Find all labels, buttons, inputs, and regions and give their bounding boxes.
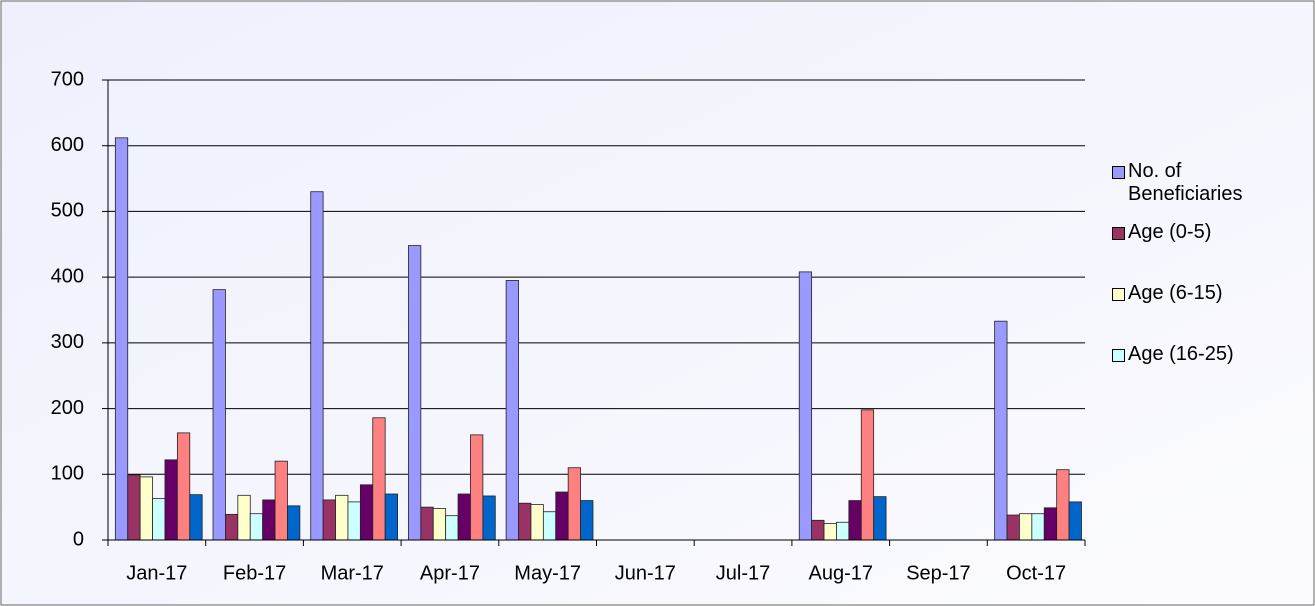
legend-label: Age (6-15) <box>1128 282 1223 305</box>
x-tick-label: Mar-17 <box>321 562 384 584</box>
legend-swatch <box>1112 166 1125 179</box>
bar <box>1057 470 1069 540</box>
bar <box>225 514 237 540</box>
bar <box>556 492 568 540</box>
bar <box>408 246 420 540</box>
legend-label: Age (0-5) <box>1128 221 1211 244</box>
bar <box>1044 508 1056 540</box>
bar <box>1019 514 1031 540</box>
bar <box>275 461 287 540</box>
bar <box>519 503 531 540</box>
bar <box>433 508 445 540</box>
bar <box>470 435 482 540</box>
bar <box>1069 502 1081 540</box>
y-tick-label: 500 <box>51 200 84 222</box>
x-tick-label: Jun-17 <box>615 562 676 584</box>
bar <box>458 494 470 540</box>
legend-swatch <box>1112 227 1125 240</box>
legend-item: No. of Beneficiaries <box>1112 160 1292 221</box>
bar <box>153 499 165 540</box>
bar <box>165 460 177 540</box>
bar <box>360 485 372 540</box>
legend-label: No. of Beneficiaries <box>1128 160 1292 206</box>
y-tick-label: 700 <box>51 68 84 90</box>
bar <box>483 496 495 540</box>
y-tick-label: 600 <box>51 134 84 156</box>
bar <box>336 495 348 540</box>
bar <box>581 501 593 540</box>
bar <box>995 321 1007 540</box>
bar <box>506 280 518 540</box>
bar <box>543 512 555 540</box>
bar <box>812 520 824 540</box>
bar <box>824 524 836 540</box>
bar <box>1007 515 1019 540</box>
bar <box>238 495 250 540</box>
bar <box>311 192 323 540</box>
y-tick-label: 0 <box>73 528 84 550</box>
bar <box>323 500 335 540</box>
y-tick-label: 200 <box>51 397 84 419</box>
bar <box>421 507 433 540</box>
bar <box>799 272 811 540</box>
bar <box>373 418 385 540</box>
y-tick-label: 100 <box>51 463 84 485</box>
bar <box>874 497 886 540</box>
bar <box>531 505 543 540</box>
y-tick-label: 400 <box>51 265 84 287</box>
bar <box>1032 514 1044 540</box>
legend-swatch <box>1112 349 1125 362</box>
x-tick-label: May-17 <box>514 562 581 584</box>
legend-swatch <box>1112 288 1125 301</box>
bar <box>250 514 262 540</box>
bar <box>348 502 360 540</box>
legend-item: Age (16-25) <box>1112 343 1292 404</box>
bar <box>849 501 861 540</box>
bar <box>140 477 152 540</box>
bar <box>446 516 458 540</box>
chart: 0 100 200 300 400 500 600 700 Jan-17 Feb-17 Mar-17… <box>0 0 1315 606</box>
x-tick-label: Jan-17 <box>126 562 187 584</box>
x-tick-label: Jul-17 <box>716 562 770 584</box>
legend-item: Age (6-15) <box>1112 282 1292 343</box>
bar <box>190 495 202 540</box>
bar <box>836 522 848 540</box>
bar <box>213 290 225 540</box>
x-tick-label: Oct-17 <box>1006 562 1066 584</box>
legend-label: Age (16-25) <box>1128 343 1234 366</box>
bar <box>385 494 397 540</box>
bar <box>128 475 140 540</box>
x-tick-label: Apr-17 <box>420 562 480 584</box>
x-tick-label: Sep-17 <box>906 562 971 584</box>
bar <box>568 468 580 540</box>
bar <box>115 138 127 540</box>
y-tick-label: 300 <box>51 331 84 353</box>
bar <box>177 433 189 540</box>
legend: No. of Beneficiaries Age (0-5) Age (6-15) A… <box>1112 160 1292 404</box>
bar <box>287 506 299 540</box>
bar <box>861 410 873 540</box>
legend-item: Age (0-5) <box>1112 221 1292 282</box>
x-tick-label: Feb-17 <box>223 562 286 584</box>
x-tick-label: Aug-17 <box>809 562 874 584</box>
bar <box>263 500 275 540</box>
